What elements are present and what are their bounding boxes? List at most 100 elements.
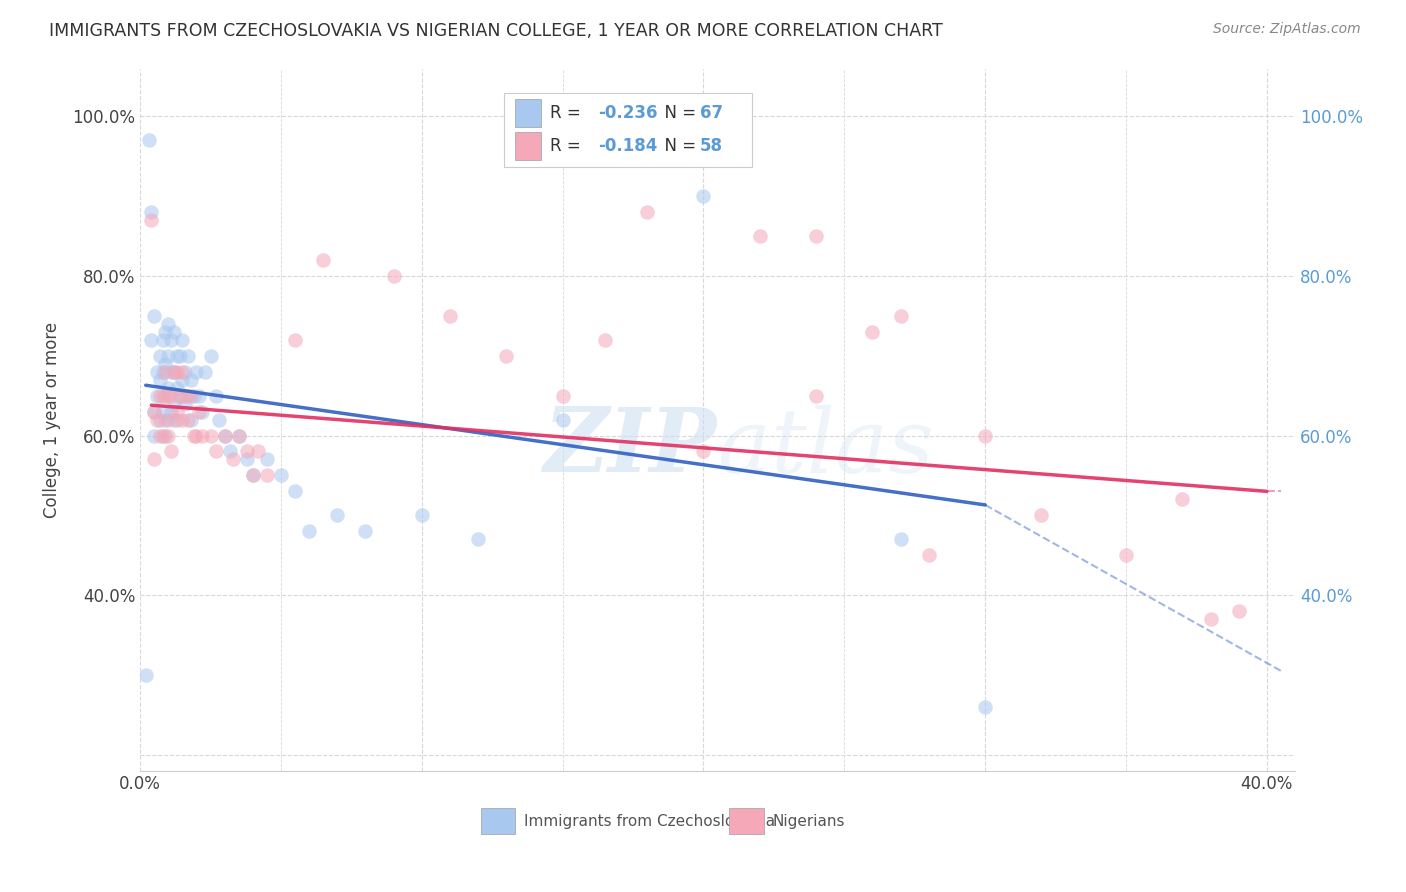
Point xyxy=(143,404,166,418)
Point xyxy=(256,468,278,483)
Text: Immigrants from Czechoslovakia: Immigrants from Czechoslovakia xyxy=(523,814,775,829)
Point xyxy=(804,389,827,403)
Point xyxy=(382,268,405,283)
Point xyxy=(149,412,172,426)
Point xyxy=(191,404,214,418)
Point xyxy=(160,444,183,458)
Point xyxy=(200,428,222,442)
Text: R =: R = xyxy=(550,103,586,121)
Point xyxy=(236,452,259,467)
Point xyxy=(186,365,208,379)
Point xyxy=(174,389,197,403)
Point xyxy=(157,389,180,403)
Point xyxy=(152,365,174,379)
Point xyxy=(242,468,264,483)
Point xyxy=(748,229,770,244)
Point xyxy=(157,428,180,442)
Text: 67: 67 xyxy=(700,103,723,121)
Point xyxy=(135,668,157,682)
Point xyxy=(890,533,912,547)
Text: Nigerians: Nigerians xyxy=(773,814,845,829)
Point xyxy=(160,404,183,418)
FancyBboxPatch shape xyxy=(503,93,752,167)
Point xyxy=(146,365,169,379)
Point xyxy=(180,389,202,403)
Point xyxy=(169,349,191,363)
Point xyxy=(242,468,264,483)
Point xyxy=(200,349,222,363)
Point xyxy=(228,428,250,442)
Point xyxy=(439,309,461,323)
Point xyxy=(270,468,292,483)
Point xyxy=(1031,508,1053,523)
Point xyxy=(166,404,188,418)
Point xyxy=(194,365,217,379)
Point xyxy=(593,333,616,347)
Point xyxy=(160,365,183,379)
Text: N =: N = xyxy=(654,103,702,121)
Point xyxy=(163,365,186,379)
Point xyxy=(169,389,191,403)
Point xyxy=(155,325,177,339)
Point xyxy=(157,412,180,426)
Point xyxy=(146,389,169,403)
Point xyxy=(1171,492,1194,507)
Point xyxy=(692,444,714,458)
Point xyxy=(411,508,433,523)
Point xyxy=(974,699,997,714)
Point xyxy=(149,373,172,387)
Point xyxy=(256,452,278,467)
Point xyxy=(166,412,188,426)
Point xyxy=(160,389,183,403)
Text: -0.184: -0.184 xyxy=(599,136,658,154)
Point xyxy=(974,428,997,442)
Text: N =: N = xyxy=(654,136,702,154)
Point xyxy=(163,412,186,426)
FancyBboxPatch shape xyxy=(730,808,763,834)
Point xyxy=(1115,548,1137,562)
Point xyxy=(183,428,205,442)
Point xyxy=(155,412,177,426)
Point xyxy=(163,396,186,410)
Point xyxy=(636,205,658,219)
Point xyxy=(141,333,163,347)
Point xyxy=(143,428,166,442)
Point xyxy=(1227,604,1250,618)
Y-axis label: College, 1 year or more: College, 1 year or more xyxy=(44,321,60,517)
Point xyxy=(312,252,335,267)
Point xyxy=(172,373,194,387)
Point xyxy=(174,365,197,379)
Point xyxy=(177,389,200,403)
Point xyxy=(188,404,211,418)
Point xyxy=(890,309,912,323)
Text: 58: 58 xyxy=(700,136,723,154)
Point xyxy=(804,229,827,244)
Point xyxy=(191,428,214,442)
Point xyxy=(284,333,307,347)
Point xyxy=(692,189,714,203)
Point xyxy=(205,389,228,403)
Point xyxy=(222,452,245,467)
Text: IMMIGRANTS FROM CZECHOSLOVAKIA VS NIGERIAN COLLEGE, 1 YEAR OR MORE CORRELATION C: IMMIGRANTS FROM CZECHOSLOVAKIA VS NIGERI… xyxy=(49,22,943,40)
Point xyxy=(138,133,160,147)
Point xyxy=(149,428,172,442)
Point xyxy=(149,389,172,403)
Point xyxy=(141,205,163,219)
Point xyxy=(551,412,574,426)
Point xyxy=(143,404,166,418)
Point xyxy=(354,524,377,539)
Point xyxy=(284,484,307,499)
Text: Source: ZipAtlas.com: Source: ZipAtlas.com xyxy=(1213,22,1361,37)
Point xyxy=(495,349,517,363)
Point xyxy=(177,349,200,363)
Point xyxy=(1199,612,1222,626)
Point xyxy=(141,213,163,227)
Point xyxy=(172,412,194,426)
Point xyxy=(155,389,177,403)
Point xyxy=(236,444,259,458)
Point xyxy=(157,317,180,331)
Point xyxy=(467,533,489,547)
Point xyxy=(174,396,197,410)
Point xyxy=(551,389,574,403)
Point xyxy=(205,444,228,458)
